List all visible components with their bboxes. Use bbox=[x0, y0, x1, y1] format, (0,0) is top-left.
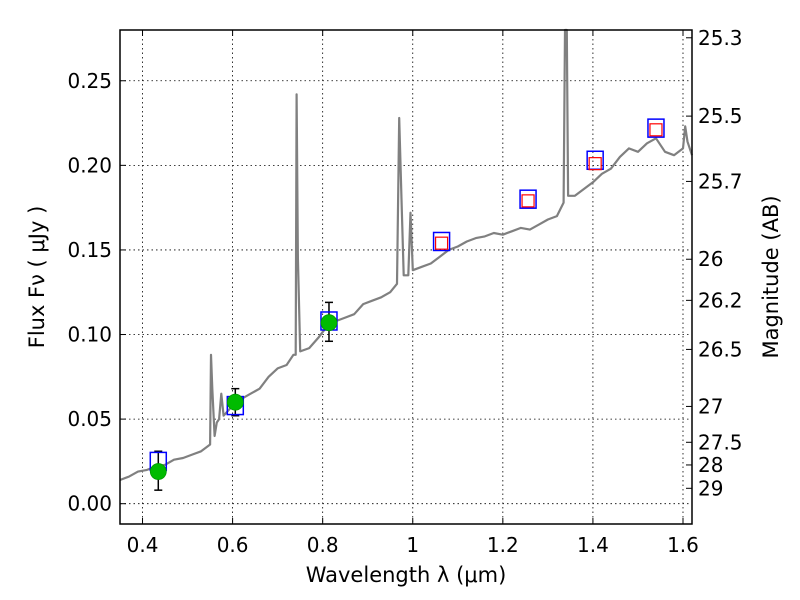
predicted-marker bbox=[434, 236, 449, 250]
y2-tick-label: 25.7 bbox=[698, 169, 743, 193]
spectrum-line bbox=[119, 28, 694, 482]
plot-area bbox=[119, 28, 694, 482]
x-tick-label: 0.6 bbox=[217, 533, 249, 557]
predicted-marker bbox=[649, 123, 663, 137]
y2-tick-label: 27 bbox=[698, 394, 723, 418]
y2-tick-label: 25.5 bbox=[698, 104, 743, 128]
observed-point bbox=[149, 463, 167, 480]
predicted-marker bbox=[588, 157, 602, 171]
y-tick-label: 0.20 bbox=[67, 153, 112, 177]
x-tick-label: 0.8 bbox=[307, 533, 339, 557]
y-axis-label: Flux Fν ( μJy ) bbox=[25, 206, 49, 349]
x-tick-label: 1.6 bbox=[667, 533, 699, 557]
y2-tick-label: 26.2 bbox=[698, 288, 743, 312]
model-band-marker bbox=[647, 118, 665, 138]
y2-tick-label: 26.5 bbox=[698, 337, 743, 361]
ticks: 0.4 0.6 0.8 1 1.2 1.4 1.6 0.00 0.05 0.10 0.15 0.20 0… bbox=[67, 26, 742, 557]
model-band-marker bbox=[432, 231, 451, 252]
x-tick-label: 1.4 bbox=[577, 533, 609, 557]
y2-tick-label: 26 bbox=[698, 247, 723, 271]
x-tick-label: 1.2 bbox=[487, 533, 519, 557]
observed-point bbox=[320, 314, 338, 332]
y-tick-label: 0.05 bbox=[67, 407, 112, 431]
y-tick-label: 0.00 bbox=[67, 492, 112, 516]
predicted-marker bbox=[521, 194, 535, 208]
x-axis-label: Wavelength λ (μm) bbox=[306, 563, 507, 587]
y2-axis-label: Magnitude (AB) bbox=[759, 195, 783, 358]
y-tick-label: 0.15 bbox=[67, 238, 112, 262]
observed-point bbox=[226, 393, 244, 411]
plot-frame bbox=[119, 29, 693, 525]
x-tick-label: 0.4 bbox=[127, 533, 159, 557]
y2-tick-label: 29 bbox=[698, 476, 723, 500]
y-tick-label: 0.10 bbox=[67, 323, 112, 347]
model-band-marker bbox=[519, 189, 537, 209]
y2-tick-label: 27.5 bbox=[698, 430, 743, 454]
grid bbox=[120, 30, 692, 524]
markers bbox=[149, 118, 665, 491]
y2-tick-label: 25.3 bbox=[698, 26, 743, 50]
y-tick-label: 0.25 bbox=[67, 69, 112, 93]
x-tick-label: 1 bbox=[406, 533, 419, 557]
y2-tick-label: 28 bbox=[698, 453, 723, 477]
